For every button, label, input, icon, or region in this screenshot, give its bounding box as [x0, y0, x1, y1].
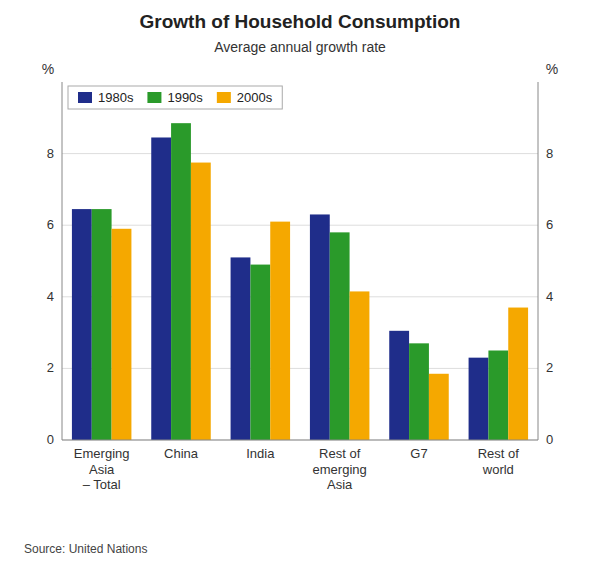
bar [72, 209, 92, 440]
bar [310, 214, 330, 440]
y2-axis-line [538, 82, 539, 440]
chart: Growth of Household Consumption Average a… [0, 0, 600, 565]
source-note: Source: United Nations [24, 542, 147, 556]
grid-line [62, 225, 538, 226]
y2-axis-label: % [546, 61, 558, 77]
bar [389, 331, 409, 440]
bar [350, 291, 370, 440]
x-tick-label: China [164, 446, 199, 461]
y2-tick-label: 0 [546, 432, 553, 447]
bars [72, 123, 528, 440]
text-line: world [482, 462, 514, 477]
bar [191, 163, 211, 440]
y-axis-line [62, 82, 63, 440]
subtitle: Average annual growth rate [214, 39, 386, 55]
y-tick-label: 6 [47, 217, 54, 232]
x-tick-label: Rest ofemergingAsia [313, 446, 367, 492]
y2-tick-label: 8 [546, 146, 553, 161]
bar [250, 265, 270, 440]
y2-tick-label: 2 [546, 360, 553, 375]
grid-line [62, 368, 538, 369]
text-line: Emerging [74, 446, 130, 461]
grid-line [62, 440, 538, 441]
y-tick-label: 4 [47, 289, 54, 304]
bar [488, 351, 508, 441]
bar [151, 137, 171, 440]
bar [231, 257, 251, 440]
y2-tick-label: 6 [546, 217, 553, 232]
text-line: Rest of [478, 446, 520, 461]
title: Growth of Household Consumption [140, 11, 461, 32]
bar [112, 229, 132, 440]
text-line: emerging [313, 462, 367, 477]
bar [508, 308, 528, 440]
bar [469, 358, 489, 440]
y-tick-label: 8 [47, 146, 54, 161]
legend-label: 2000s [237, 90, 273, 105]
text-line: – Total [83, 477, 121, 492]
y-tick-label: 0 [47, 432, 54, 447]
bar [270, 222, 290, 440]
y-axis-label: % [42, 61, 54, 77]
legend-label: 1990s [167, 90, 203, 105]
x-tick-label: Rest ofworld [478, 446, 520, 477]
legend-frame [68, 86, 282, 109]
grid-line [62, 153, 538, 154]
bar [330, 232, 350, 440]
text-line: Rest of [319, 446, 361, 461]
bar [429, 374, 449, 440]
bar [171, 123, 191, 440]
grid-line [62, 296, 538, 297]
legend: 1980s 1990s 2000s [68, 86, 282, 109]
bar [409, 343, 429, 440]
x-axis-line [62, 440, 538, 441]
x-tick-label: India [246, 446, 275, 461]
bar [92, 209, 112, 440]
y2-tick-label: 4 [546, 289, 553, 304]
x-tick-label: EmergingAsia– Total [74, 446, 130, 492]
text-line: Asia [89, 462, 115, 477]
legend-swatch [217, 92, 231, 103]
legend-swatch [147, 92, 161, 103]
legend-label: 1980s [98, 90, 134, 105]
y-tick-label: 2 [47, 360, 54, 375]
legend-swatch [78, 92, 92, 103]
x-tick-label: G7 [410, 446, 427, 461]
text-line: Asia [327, 477, 353, 492]
